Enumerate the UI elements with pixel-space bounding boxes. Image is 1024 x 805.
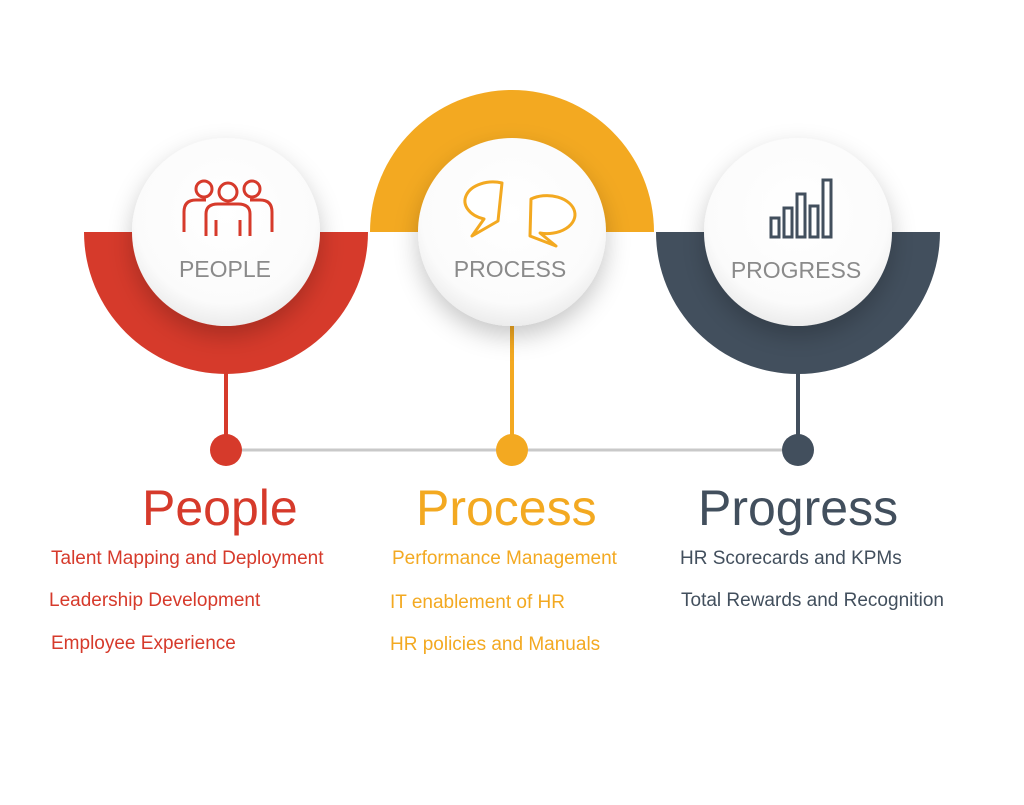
progress-heading: Progress bbox=[698, 480, 899, 536]
people-item-3: Employee Experience bbox=[51, 633, 236, 654]
bar-chart-icon bbox=[769, 178, 833, 239]
process-heading: Process bbox=[416, 480, 597, 536]
process-item-2: IT enablement of HR bbox=[390, 592, 565, 613]
process-item-3: HR policies and Manuals bbox=[390, 634, 601, 655]
people-item-1: Talent Mapping and Deployment bbox=[51, 548, 324, 569]
process-item-1: Performance Management bbox=[392, 548, 617, 569]
people-circle-label: PEOPLE bbox=[179, 256, 271, 282]
chat-bubbles-icon bbox=[463, 180, 577, 248]
people-heading: People bbox=[142, 480, 298, 536]
progress-item-1: HR Scorecards and KPMs bbox=[680, 548, 902, 569]
people-group-icon bbox=[182, 179, 274, 236]
process-circle bbox=[418, 138, 606, 326]
people-item-2: Leadership Development bbox=[49, 590, 261, 611]
progress-dot bbox=[782, 434, 814, 466]
people-dot bbox=[210, 434, 242, 466]
progress-item-2: Total Rewards and Recognition bbox=[681, 590, 944, 611]
process-circle-label: PROCESS bbox=[454, 256, 566, 282]
progress-circle-label: PROGRESS bbox=[731, 257, 861, 283]
process-dot bbox=[496, 434, 528, 466]
people-circle bbox=[132, 138, 320, 326]
